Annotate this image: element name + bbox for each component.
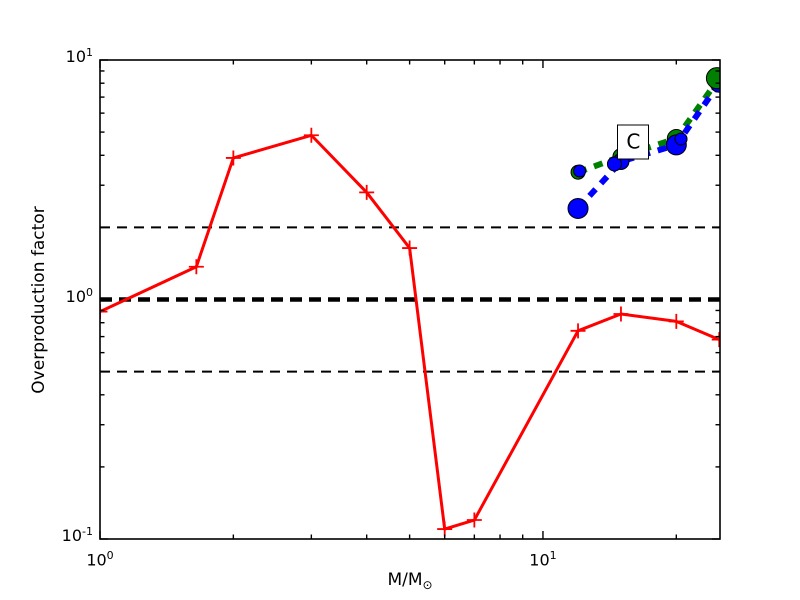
axis-ticks xyxy=(99,59,720,540)
y-tick-label: 101 xyxy=(65,45,93,67)
overlay-marker xyxy=(674,132,688,146)
low-intermediate-mass-red-solid-marker xyxy=(402,240,418,256)
low-intermediate-mass-red-solid-marker xyxy=(188,259,204,275)
low-intermediate-mass-red-solid-marker xyxy=(613,306,629,322)
overlay-marker xyxy=(573,164,587,178)
low-intermediate-mass-red-solid-marker xyxy=(225,150,241,166)
low-intermediate-mass-red-solid-line xyxy=(100,133,720,531)
y-tick-label: 100 xyxy=(65,285,93,306)
massive-star-blue-dashed-marker xyxy=(567,197,589,219)
reference-lines xyxy=(100,226,720,373)
low-intermediate-mass-red-solid-marker xyxy=(570,323,586,339)
low-intermediate-mass-red-solid-marker xyxy=(466,512,482,528)
x-axis-label: M/M⊙ xyxy=(387,570,432,592)
low-intermediate-mass-red-solid-marker xyxy=(668,313,684,329)
y-axis-label: Overproduction factor xyxy=(29,206,49,394)
low-intermediate-mass-red-solid-marker xyxy=(359,184,375,200)
low-intermediate-mass-red-solid-marker xyxy=(437,521,453,537)
x-tick-label: 100 xyxy=(86,549,114,570)
annotation-box: C xyxy=(617,124,650,160)
x-tick-label: 101 xyxy=(529,549,557,570)
sun-symbol: ⊙ xyxy=(422,578,433,592)
x-axis-label-main: M/M xyxy=(387,570,423,590)
low-intermediate-mass-red-solid-marker xyxy=(303,127,319,143)
y-tick-label: 10-1 xyxy=(61,524,93,546)
low-intermediate-mass-red-solid-marker xyxy=(100,304,108,320)
overlay-marker xyxy=(606,156,622,172)
annotation-text: C xyxy=(626,129,641,154)
